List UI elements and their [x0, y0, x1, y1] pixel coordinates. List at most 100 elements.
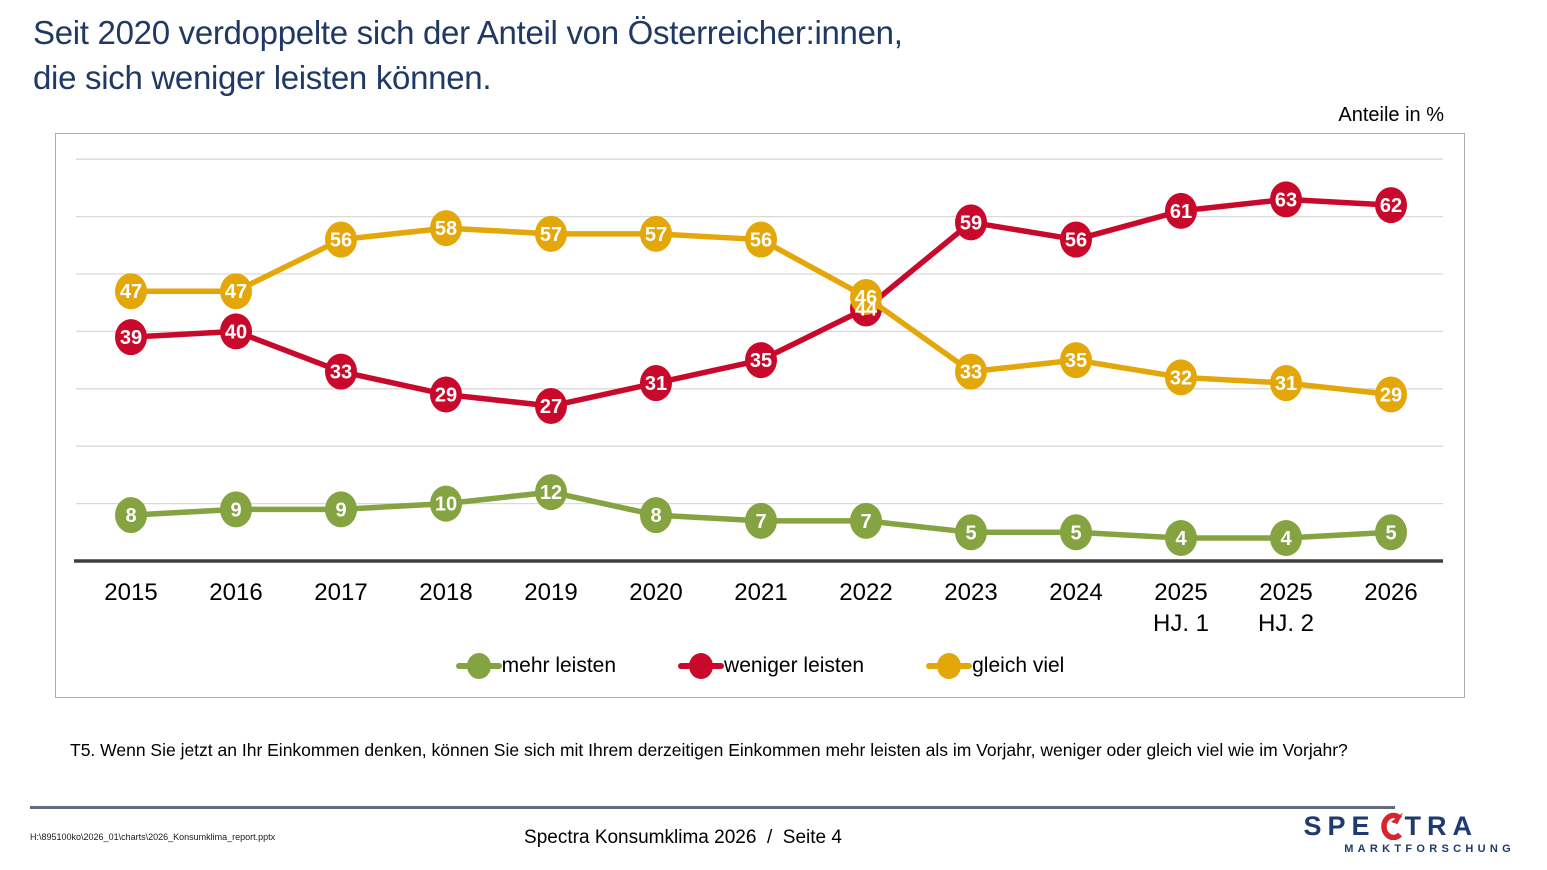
- data-point: [325, 221, 357, 258]
- title-line-2: die sich weniger leisten können.: [33, 59, 492, 96]
- data-label: 56: [1065, 230, 1087, 252]
- title-line-1: Seit 2020 verdoppelte sich der Anteil vo…: [33, 14, 903, 51]
- legend-item-weniger-leisten: weniger leisten: [678, 652, 864, 679]
- data-label: 29: [1380, 385, 1402, 407]
- data-label: 7: [755, 511, 766, 533]
- data-point: [640, 215, 672, 252]
- data-point: [745, 502, 777, 539]
- legend-marker-icon: [455, 652, 502, 679]
- data-label: 27: [540, 396, 562, 418]
- legend-marker-icon: [678, 652, 725, 679]
- data-label: 56: [750, 230, 772, 252]
- logo-c-swoosh-icon: [1380, 812, 1403, 840]
- data-point: [955, 204, 987, 241]
- data-point: [430, 485, 462, 522]
- data-point: [535, 474, 567, 511]
- data-label: 33: [960, 362, 982, 384]
- legend-label: gleich viel: [972, 653, 1065, 677]
- data-point: [1060, 342, 1092, 379]
- legend-marker-icon: [926, 652, 973, 679]
- footer-divider: [30, 806, 1395, 809]
- data-point: [640, 497, 672, 534]
- data-point: [430, 210, 462, 247]
- data-point: [430, 376, 462, 413]
- data-label: 5: [965, 522, 976, 544]
- axis-unit-label: Anteile in %: [1338, 104, 1444, 126]
- x-tick-label: 2025 HJ. 1: [1153, 579, 1209, 637]
- data-point: [1375, 376, 1407, 413]
- data-point: [1270, 181, 1302, 218]
- x-tick-label: 2018: [419, 579, 472, 606]
- data-point: [850, 502, 882, 539]
- data-point: [1165, 192, 1197, 229]
- page-title: Seit 2020 verdoppelte sich der Anteil vo…: [33, 10, 903, 100]
- x-tick-label: 2025 HJ. 2: [1258, 579, 1314, 637]
- data-point: [535, 215, 567, 252]
- x-tick-label: 2023: [944, 579, 997, 606]
- data-label: 56: [330, 230, 352, 252]
- x-tick-label: 2015: [104, 579, 157, 606]
- data-point: [745, 221, 777, 258]
- x-tick-label: 2024: [1049, 579, 1102, 606]
- series-gleich-viel: [115, 210, 1407, 413]
- data-label: 9: [335, 499, 346, 521]
- gridlines: [76, 158, 1443, 505]
- data-label: 62: [1380, 195, 1402, 217]
- data-point: [220, 491, 252, 528]
- series-labels-weniger-leisten: 39 40 33 29 27 31 35 44 59 56 61 63 62: [120, 189, 1402, 418]
- data-point: [640, 365, 672, 402]
- data-label: 47: [120, 281, 142, 303]
- data-label: 35: [1065, 350, 1087, 372]
- data-label: 31: [1275, 373, 1297, 395]
- data-point: [1060, 514, 1092, 551]
- data-point: [1165, 520, 1197, 557]
- data-label: 8: [125, 505, 136, 527]
- data-label: 32: [1170, 367, 1192, 389]
- data-label: 5: [1385, 522, 1396, 544]
- data-point: [220, 313, 252, 350]
- data-point: [325, 353, 357, 390]
- series-labels-mehr-leisten: 8 9 9 10 12 8 7 7 5 5 4 4 5: [125, 482, 1396, 550]
- data-point: [115, 273, 147, 310]
- logo-subtitle: MARKTFORSCHUNG: [1344, 843, 1515, 855]
- logo-text-pre: SPE: [1303, 810, 1376, 841]
- data-point: [1375, 514, 1407, 551]
- data-point: [1270, 365, 1302, 402]
- data-point: [955, 353, 987, 390]
- data-label: 63: [1275, 189, 1297, 211]
- logo-text-post: TRA: [1404, 810, 1478, 841]
- data-point: [220, 273, 252, 310]
- data-point: [955, 514, 987, 551]
- data-point: [745, 342, 777, 379]
- logo-wordmark: SPE TRA: [1300, 810, 1515, 842]
- legend-item-gleich-viel: gleich viel: [926, 652, 1064, 679]
- data-label: 31: [645, 373, 667, 395]
- data-point: [850, 278, 882, 315]
- x-tick-label: 2021: [734, 579, 787, 606]
- data-label: 61: [1170, 201, 1192, 223]
- data-point: [115, 497, 147, 534]
- data-label: 46: [855, 287, 877, 309]
- data-label: 59: [960, 212, 982, 234]
- trend-line-chart: 2015 2016 2017 2018 2019 2020 2021 2022 2023 2024…: [74, 158, 1443, 637]
- file-path: H:\895100ko\2026_01\charts\2026_Konsumkl…: [30, 832, 276, 842]
- legend-label: weniger leisten: [724, 653, 865, 677]
- data-point: [325, 491, 357, 528]
- x-tick-label: 2016: [209, 579, 262, 606]
- data-point: [1270, 520, 1302, 557]
- data-label: 47: [225, 281, 247, 303]
- data-label: 29: [435, 385, 457, 407]
- x-tick-label: 2026: [1364, 579, 1417, 606]
- data-label: 10: [435, 494, 457, 516]
- data-label: 57: [645, 224, 667, 246]
- data-label: 35: [750, 350, 772, 372]
- data-label: 12: [540, 482, 562, 504]
- data-label: 4: [1280, 528, 1292, 550]
- footer-page-info: Spectra Konsumklima 2026 / Seite 4: [524, 827, 842, 848]
- survey-question: T5. Wenn Sie jetzt an Ihr Einkommen denk…: [70, 740, 1348, 760]
- data-label: 40: [225, 321, 247, 343]
- data-label: 9: [230, 499, 241, 521]
- x-tick-label: 2017: [314, 579, 367, 606]
- data-label: 57: [540, 224, 562, 246]
